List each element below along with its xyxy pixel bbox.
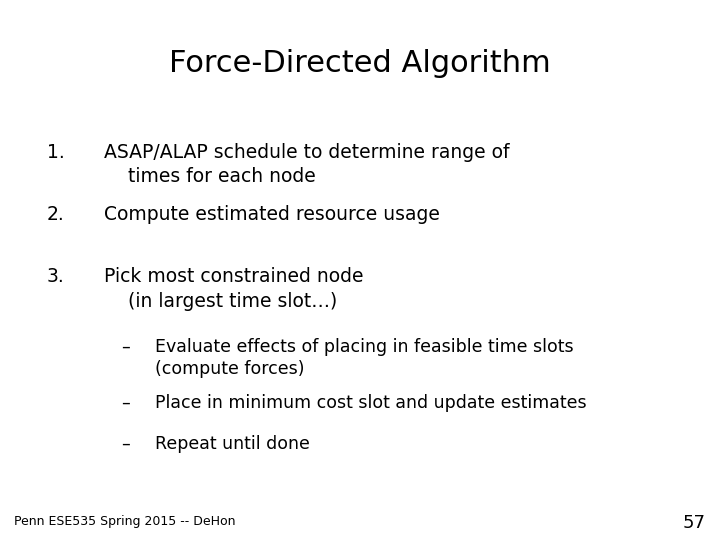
Text: 3.: 3. bbox=[47, 267, 65, 286]
Text: Repeat until done: Repeat until done bbox=[155, 435, 310, 453]
Text: 2.: 2. bbox=[47, 205, 65, 224]
Text: 57: 57 bbox=[683, 514, 706, 532]
Text: –: – bbox=[122, 338, 130, 355]
Text: Penn ESE535 Spring 2015 -- DeHon: Penn ESE535 Spring 2015 -- DeHon bbox=[14, 515, 236, 528]
Text: Compute estimated resource usage: Compute estimated resource usage bbox=[104, 205, 440, 224]
Text: Pick most constrained node
    (in largest time slot…): Pick most constrained node (in largest t… bbox=[104, 267, 364, 310]
Text: 1.: 1. bbox=[47, 143, 65, 162]
Text: –: – bbox=[122, 394, 130, 412]
Text: –: – bbox=[122, 435, 130, 453]
Text: ASAP/ALAP schedule to determine range of
    times for each node: ASAP/ALAP schedule to determine range of… bbox=[104, 143, 510, 186]
Text: Place in minimum cost slot and update estimates: Place in minimum cost slot and update es… bbox=[155, 394, 586, 412]
Text: Evaluate effects of placing in feasible time slots
(compute forces): Evaluate effects of placing in feasible … bbox=[155, 338, 573, 379]
Text: Force-Directed Algorithm: Force-Directed Algorithm bbox=[169, 49, 551, 78]
